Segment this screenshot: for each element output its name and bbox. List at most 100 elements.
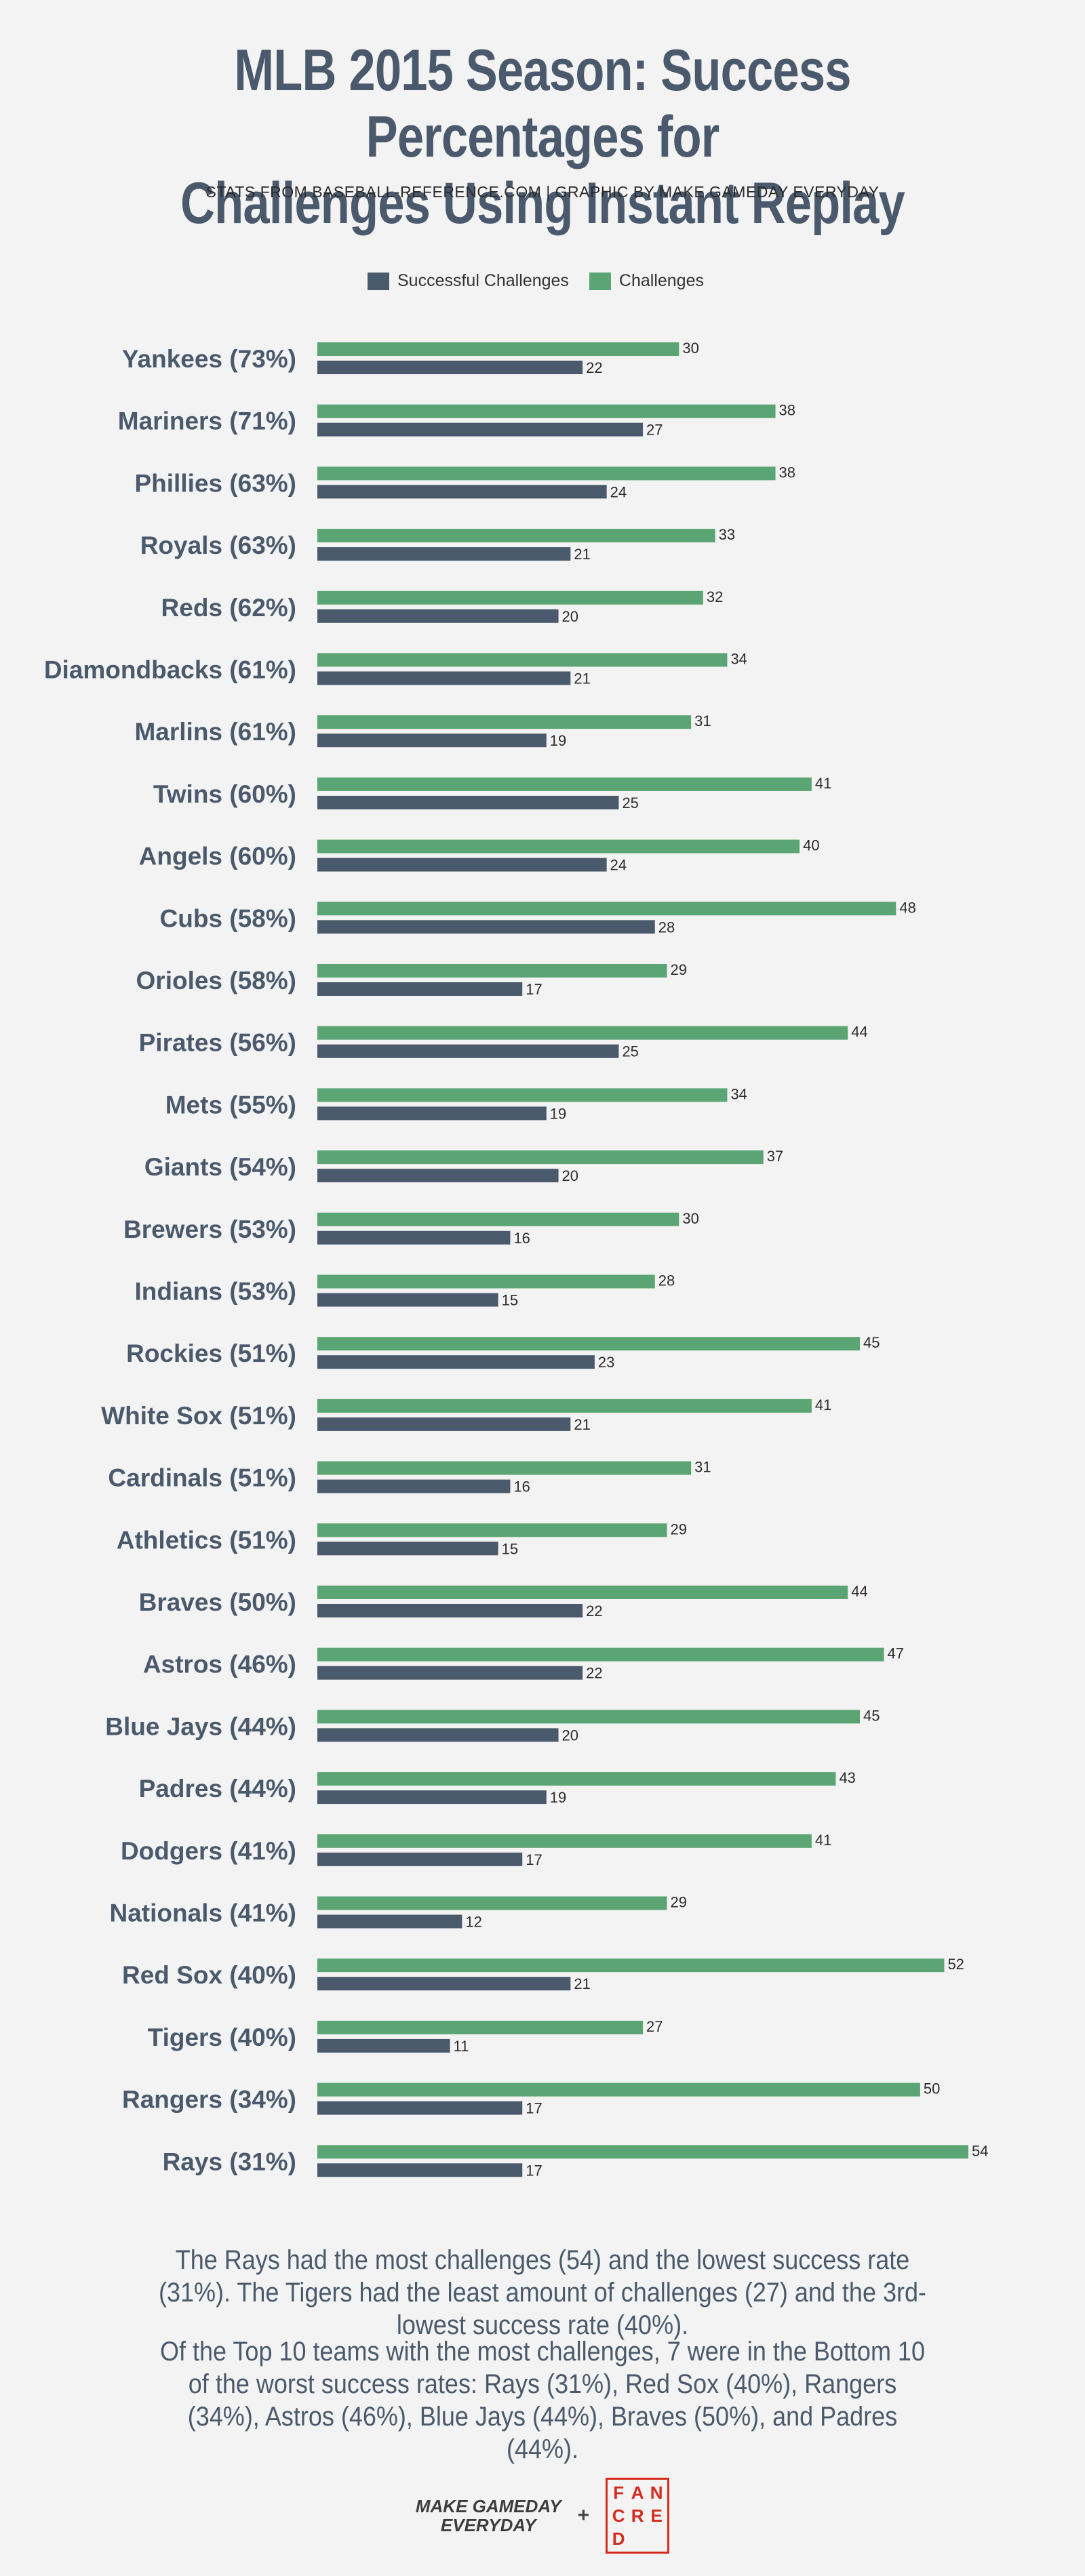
- legend-label-challenges: Challenges: [618, 271, 704, 290]
- note-rays-tigers: The Rays had the most challenges (54) an…: [158, 2245, 927, 2340]
- bar-successful: [317, 547, 571, 561]
- data-label-challenges: 34: [730, 651, 747, 668]
- data-label-challenges: 41: [815, 1396, 831, 1413]
- category-label: White Sox (51%): [101, 1402, 296, 1430]
- bar-challenges: [317, 839, 800, 853]
- data-label-challenges: 50: [924, 2080, 940, 2097]
- category-label: Tigers (40%): [148, 2024, 296, 2051]
- bar-successful: [317, 858, 607, 872]
- category-label: Marlins (61%): [134, 718, 296, 746]
- chart-row: Rangers (34%) 50 17: [122, 2080, 940, 2117]
- category-label: Padres (44%): [139, 1775, 296, 1803]
- bar-challenges: [317, 529, 715, 543]
- chart-row: Royals (63%) 33 21: [140, 526, 735, 563]
- data-label-successful: 20: [562, 1727, 578, 1744]
- category-label: Royals (63%): [140, 531, 296, 559]
- data-label-successful: 22: [586, 1665, 602, 1682]
- data-label-challenges: 34: [730, 1085, 747, 1102]
- bar-successful: [317, 485, 607, 499]
- chart-row: Phillies (63%) 38 24: [134, 464, 795, 500]
- data-label-challenges: 31: [694, 1459, 711, 1476]
- chart-row: Orioles (58%) 29 17: [136, 961, 688, 998]
- data-label-successful: 16: [513, 1478, 530, 1495]
- bar-successful: [317, 1728, 559, 1742]
- bar-challenges: [317, 1212, 679, 1226]
- bar-challenges: [317, 404, 776, 418]
- chart-row: Braves (50%) 44 22: [139, 1583, 868, 1619]
- chart-row: Rays (31%) 54 17: [163, 2142, 989, 2179]
- bar-successful: [317, 1542, 498, 1556]
- bar-successful: [317, 422, 643, 437]
- data-label-successful: 21: [574, 1975, 590, 1992]
- data-label-challenges: 38: [779, 464, 795, 481]
- chart-row: Twins (60%) 41 25: [153, 775, 831, 811]
- category-label: Nationals (41%): [109, 1899, 296, 1927]
- bar-challenges: [317, 902, 896, 916]
- data-label-successful: 21: [574, 670, 590, 687]
- category-label: Brewers (53%): [123, 1215, 296, 1243]
- fancred-letter: N: [650, 2482, 663, 2503]
- bar-challenges: [317, 1772, 836, 1786]
- data-label-challenges: 52: [947, 1956, 964, 1973]
- make-gameday-everyday-logo: MAKE GAMEDAY EVERYDAY: [416, 2497, 561, 2535]
- chart-row: Padres (44%) 43 19: [139, 1769, 856, 1806]
- data-label-challenges: 40: [803, 837, 819, 854]
- data-label-challenges: 30: [682, 1210, 698, 1227]
- data-label-successful: 17: [526, 2100, 542, 2117]
- category-label: Mets (55%): [165, 1091, 296, 1119]
- data-label-successful: 21: [574, 1416, 590, 1433]
- data-label-successful: 19: [550, 1105, 566, 1122]
- bar-successful: [317, 1790, 547, 1805]
- bar-successful: [317, 920, 655, 934]
- bar-challenges: [317, 1586, 848, 1599]
- category-label: Dodgers (41%): [121, 1837, 296, 1865]
- data-label-challenges: 27: [646, 2018, 663, 2035]
- data-label-challenges: 32: [707, 588, 723, 605]
- bar-successful: [317, 2038, 450, 2053]
- chart-row: Rockies (51%) 45 23: [126, 1334, 880, 1371]
- bar-challenges: [317, 1088, 728, 1102]
- category-label: Reds (62%): [161, 594, 296, 622]
- bar-successful: [317, 733, 547, 748]
- bar-challenges: [317, 1337, 860, 1351]
- data-label-challenges: 48: [899, 899, 915, 916]
- category-label: Rays (31%): [163, 2148, 296, 2175]
- chart-row: Athletics (51%) 29 15: [117, 1521, 687, 1557]
- data-label-challenges: 41: [815, 1832, 831, 1849]
- data-label-successful: 17: [526, 2162, 542, 2179]
- category-label: Cubs (58%): [160, 904, 296, 932]
- data-label-successful: 15: [502, 1292, 518, 1309]
- bar-successful: [317, 982, 523, 996]
- chart-row: Dodgers (41%) 41 17: [121, 1832, 831, 1868]
- category-label: Pirates (56%): [139, 1029, 296, 1057]
- bar-successful: [317, 1044, 619, 1058]
- data-label-successful: 20: [562, 1167, 578, 1184]
- chart-subtitle: STATS FROM BASEBALL-REFERENCE.COM | GRAP…: [205, 183, 880, 201]
- category-label: Orioles (58%): [136, 967, 296, 994]
- bar-successful: [317, 1977, 571, 1991]
- bar-successful: [317, 2163, 523, 2177]
- data-label-challenges: 45: [863, 1334, 880, 1351]
- legend-label-successful: Successful Challenges: [397, 271, 569, 290]
- data-label-challenges: 47: [888, 1645, 904, 1662]
- bar-successful: [317, 1106, 547, 1121]
- data-label-challenges: 29: [671, 961, 687, 978]
- bar-challenges: [317, 2082, 920, 2097]
- bar-challenges: [317, 466, 776, 481]
- bar-challenges: [317, 1710, 860, 1724]
- chart-row: Red Sox (40%) 52 21: [122, 1956, 964, 1992]
- data-label-successful: 21: [574, 546, 590, 563]
- category-label: Red Sox (40%): [122, 1961, 296, 1989]
- bar-successful: [317, 1230, 511, 1245]
- category-label: Giants (54%): [144, 1153, 296, 1181]
- category-label: Rangers (34%): [122, 2086, 296, 2114]
- bar-successful: [317, 1169, 559, 1183]
- data-label-challenges: 37: [767, 1148, 783, 1165]
- data-label-successful: 11: [454, 2038, 469, 2055]
- data-label-challenges: 30: [682, 340, 698, 357]
- data-label-successful: 23: [598, 1354, 614, 1371]
- data-label-successful: 12: [465, 1914, 481, 1931]
- chart-title: MLB 2015 Season: Success Percentages for…: [98, 37, 987, 237]
- bar-challenges: [317, 1834, 812, 1848]
- bar-challenges: [317, 715, 692, 729]
